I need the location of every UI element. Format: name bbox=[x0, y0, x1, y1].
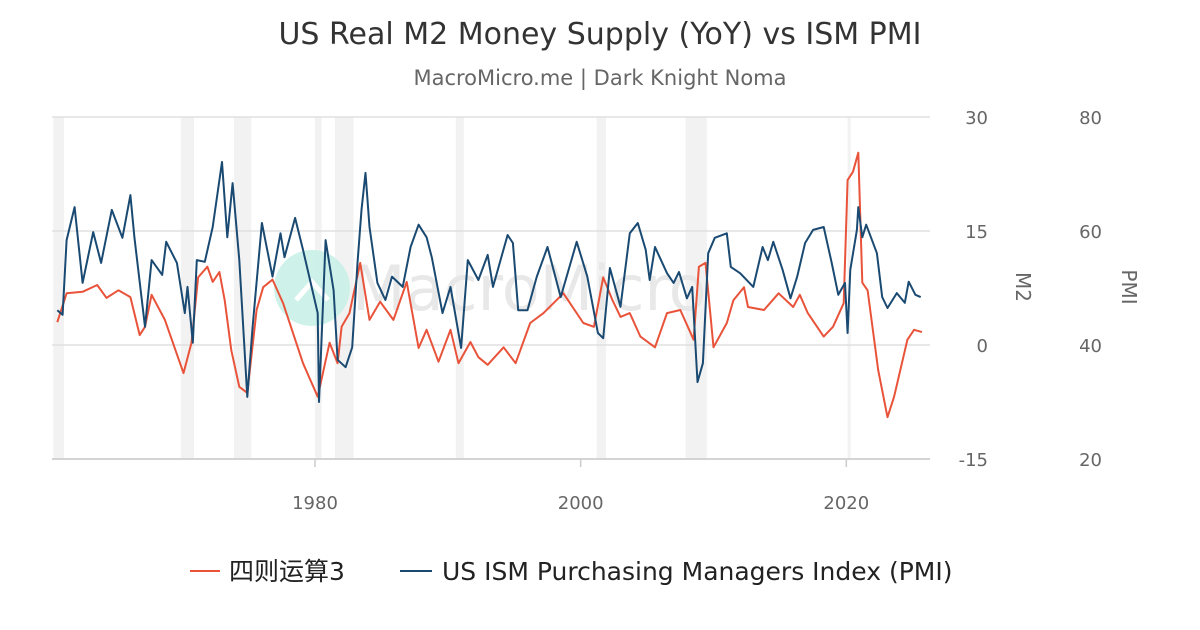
series-line-m2 bbox=[56, 151, 923, 419]
x-tick-label: 1980 bbox=[292, 493, 338, 514]
recession-band bbox=[53, 117, 64, 459]
y-tick-label-m2: 0 bbox=[977, 336, 988, 357]
axis-ticks: 1980 2000 2020 30 15 0 -15 80 60 40 20 bbox=[292, 108, 1102, 514]
legend-label-m2: 四则运算3 bbox=[229, 557, 345, 586]
x-tick-label: 2000 bbox=[558, 493, 604, 514]
legend: 四则运算3 US ISM Purchasing Managers Index (… bbox=[190, 557, 952, 586]
recession-band bbox=[685, 117, 707, 459]
chart-title: US Real M2 Money Supply (YoY) vs ISM PMI bbox=[278, 17, 921, 52]
chart-subtitle: MacroMicro.me | Dark Knight Noma bbox=[413, 66, 786, 91]
legend-item-m2[interactable]: 四则运算3 bbox=[190, 557, 345, 586]
y-tick-label-pmi: 80 bbox=[1079, 108, 1102, 129]
y-axis-title-pmi: PMI bbox=[1117, 269, 1141, 304]
recession-band bbox=[233, 117, 252, 459]
y-tick-label-m2: 30 bbox=[965, 108, 988, 129]
y-tick-label-m2: -15 bbox=[959, 450, 988, 471]
y-tick-label-pmi: 20 bbox=[1079, 450, 1102, 471]
series-lines bbox=[56, 151, 923, 419]
series-line-pmi bbox=[56, 161, 922, 403]
y-tick-label-pmi: 40 bbox=[1079, 336, 1102, 357]
watermark: MacroMicro bbox=[274, 250, 707, 326]
x-tick-label: 2020 bbox=[823, 493, 869, 514]
y-tick-label-pmi: 60 bbox=[1079, 222, 1102, 243]
y-tick-label-m2: 15 bbox=[965, 222, 988, 243]
legend-item-pmi[interactable]: US ISM Purchasing Managers Index (PMI) bbox=[400, 557, 952, 586]
legend-label-pmi: US ISM Purchasing Managers Index (PMI) bbox=[442, 557, 952, 586]
y-axis-title-m2: M2 bbox=[1011, 272, 1035, 302]
gridlines bbox=[52, 116, 930, 460]
recession-band bbox=[455, 117, 464, 459]
